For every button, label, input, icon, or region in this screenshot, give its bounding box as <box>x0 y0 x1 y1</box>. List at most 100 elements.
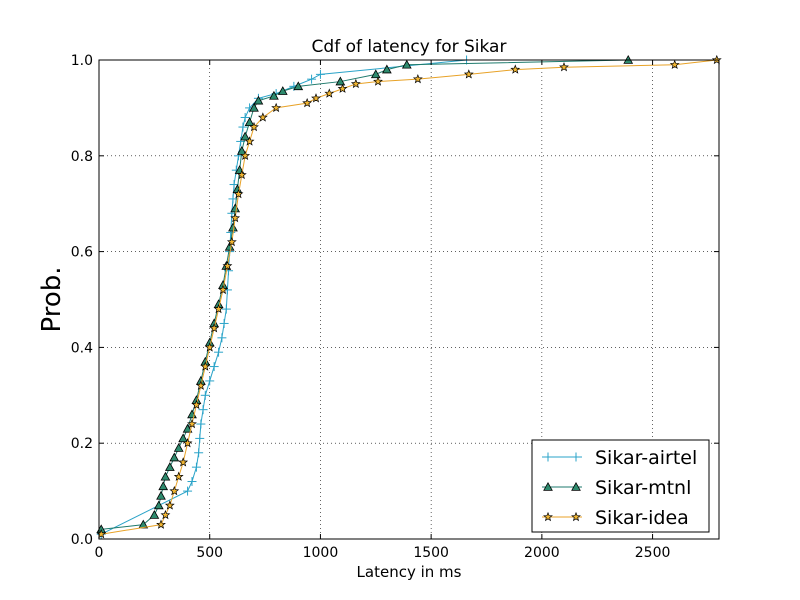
legend-entry: Sikar-mtnl <box>542 477 691 499</box>
data-point <box>269 90 279 100</box>
series-sikar-idea <box>96 54 722 539</box>
data-point <box>277 86 288 95</box>
data-point <box>209 362 219 372</box>
data-point <box>183 486 193 496</box>
x-tick-label: 2000 <box>524 545 560 561</box>
data-point <box>335 76 346 86</box>
data-point <box>169 452 180 462</box>
legend: Sikar-airtel Sikar-mtnl Sikar-idea <box>531 439 710 533</box>
data-point <box>244 136 255 146</box>
data-point <box>669 59 680 69</box>
data-point <box>238 122 248 132</box>
data-point <box>191 462 201 472</box>
data-point <box>158 481 169 491</box>
data-point <box>233 188 244 199</box>
data-point <box>187 477 197 487</box>
x-axis-label: Latency in ms <box>357 563 462 581</box>
data-point <box>196 419 206 429</box>
data-point <box>200 390 210 400</box>
data-point <box>315 69 325 79</box>
chart-title: Cdf of latency for Sikar <box>312 37 507 57</box>
data-point <box>257 112 268 122</box>
legend-label: Sikar-mtnl <box>595 477 691 499</box>
data-point <box>401 59 412 69</box>
data-point <box>200 361 211 371</box>
data-point <box>224 241 235 251</box>
data-point <box>249 121 259 132</box>
data-point <box>204 342 215 352</box>
data-point <box>302 97 313 108</box>
x-tick-label: 2500 <box>635 545 671 561</box>
data-point <box>153 500 164 510</box>
data-point <box>187 418 197 429</box>
data-point <box>463 69 474 79</box>
data-point <box>222 260 233 271</box>
x-tick-label: 0 <box>95 545 104 561</box>
data-point <box>173 442 184 452</box>
data-point <box>218 284 228 295</box>
y-tick-label: 0.2 <box>71 436 93 452</box>
data-point <box>253 95 264 105</box>
y-tick-label: 1.0 <box>71 53 93 69</box>
data-point <box>381 64 392 74</box>
data-point <box>96 529 107 539</box>
data-point <box>149 510 160 519</box>
data-point <box>156 519 166 529</box>
data-point <box>213 303 224 314</box>
data-point <box>240 150 251 160</box>
data-point <box>160 471 171 481</box>
data-point <box>510 64 521 74</box>
ticks: 0 500 1000 1500 2000 2500 0.0 0.2 0.4 0.6 0.8 1.0 <box>71 53 719 561</box>
legend-label: Sikar-airtel <box>595 447 697 469</box>
data-point <box>311 93 321 103</box>
data-point <box>229 180 239 190</box>
data-point <box>138 519 149 529</box>
data-point <box>219 318 229 328</box>
x-tick-label: 500 <box>196 545 223 561</box>
legend-marker <box>571 511 581 522</box>
data-point <box>236 169 247 180</box>
legend-marker <box>543 452 553 462</box>
data-point <box>164 500 175 510</box>
x-tick-label: 1000 <box>303 545 339 561</box>
data-point <box>226 236 237 247</box>
data-point <box>307 74 317 84</box>
data-point <box>191 399 202 410</box>
data-point <box>230 212 241 223</box>
legend-marker <box>571 452 581 462</box>
data-point <box>350 78 361 89</box>
data-point <box>217 333 227 343</box>
plot-frame <box>98 59 720 540</box>
y-axis-label: Prob. <box>37 266 67 332</box>
data-point <box>412 73 423 84</box>
x-tick-label: 1500 <box>413 545 449 561</box>
legend-entry: Sikar-airtel <box>542 447 697 469</box>
data-point <box>173 471 184 481</box>
data-point <box>209 323 220 333</box>
data-point <box>194 448 204 458</box>
legend-label: Sikar-idea <box>595 507 689 529</box>
data-point <box>249 102 259 112</box>
y-tick-label: 0.0 <box>71 532 93 548</box>
data-point <box>182 423 193 433</box>
data-point <box>178 457 189 467</box>
data-point <box>373 76 383 86</box>
legend-entry: Sikar-idea <box>542 507 689 529</box>
data-point <box>271 102 282 113</box>
y-tick-label: 0.8 <box>71 149 93 165</box>
data-point <box>164 462 175 471</box>
data-point <box>156 490 166 500</box>
data-point <box>195 380 206 390</box>
data-point <box>370 69 381 79</box>
series-group <box>96 54 722 539</box>
data-point <box>169 485 180 496</box>
data-point <box>160 509 171 520</box>
data-point <box>205 376 215 386</box>
y-tick-label: 0.4 <box>71 340 93 356</box>
legend-marker <box>543 511 553 522</box>
data-point <box>195 433 205 443</box>
y-tick-label: 0.6 <box>71 245 93 261</box>
data-point <box>293 81 304 91</box>
data-point <box>214 347 224 357</box>
